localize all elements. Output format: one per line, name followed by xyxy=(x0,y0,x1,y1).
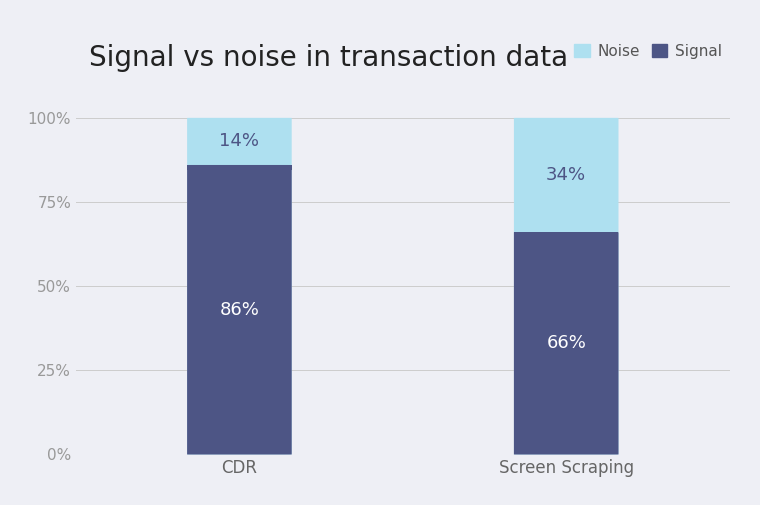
Text: Signal vs noise in transaction data: Signal vs noise in transaction data xyxy=(89,43,568,72)
FancyBboxPatch shape xyxy=(187,165,292,454)
Bar xyxy=(187,165,292,170)
Bar xyxy=(514,232,619,237)
FancyBboxPatch shape xyxy=(514,232,619,454)
FancyBboxPatch shape xyxy=(514,118,619,455)
Text: 66%: 66% xyxy=(546,334,586,352)
Text: 14%: 14% xyxy=(220,132,259,150)
Text: 34%: 34% xyxy=(546,166,586,184)
Text: 86%: 86% xyxy=(220,301,259,319)
FancyBboxPatch shape xyxy=(187,118,292,455)
Legend: Noise, Signal: Noise, Signal xyxy=(575,44,722,59)
